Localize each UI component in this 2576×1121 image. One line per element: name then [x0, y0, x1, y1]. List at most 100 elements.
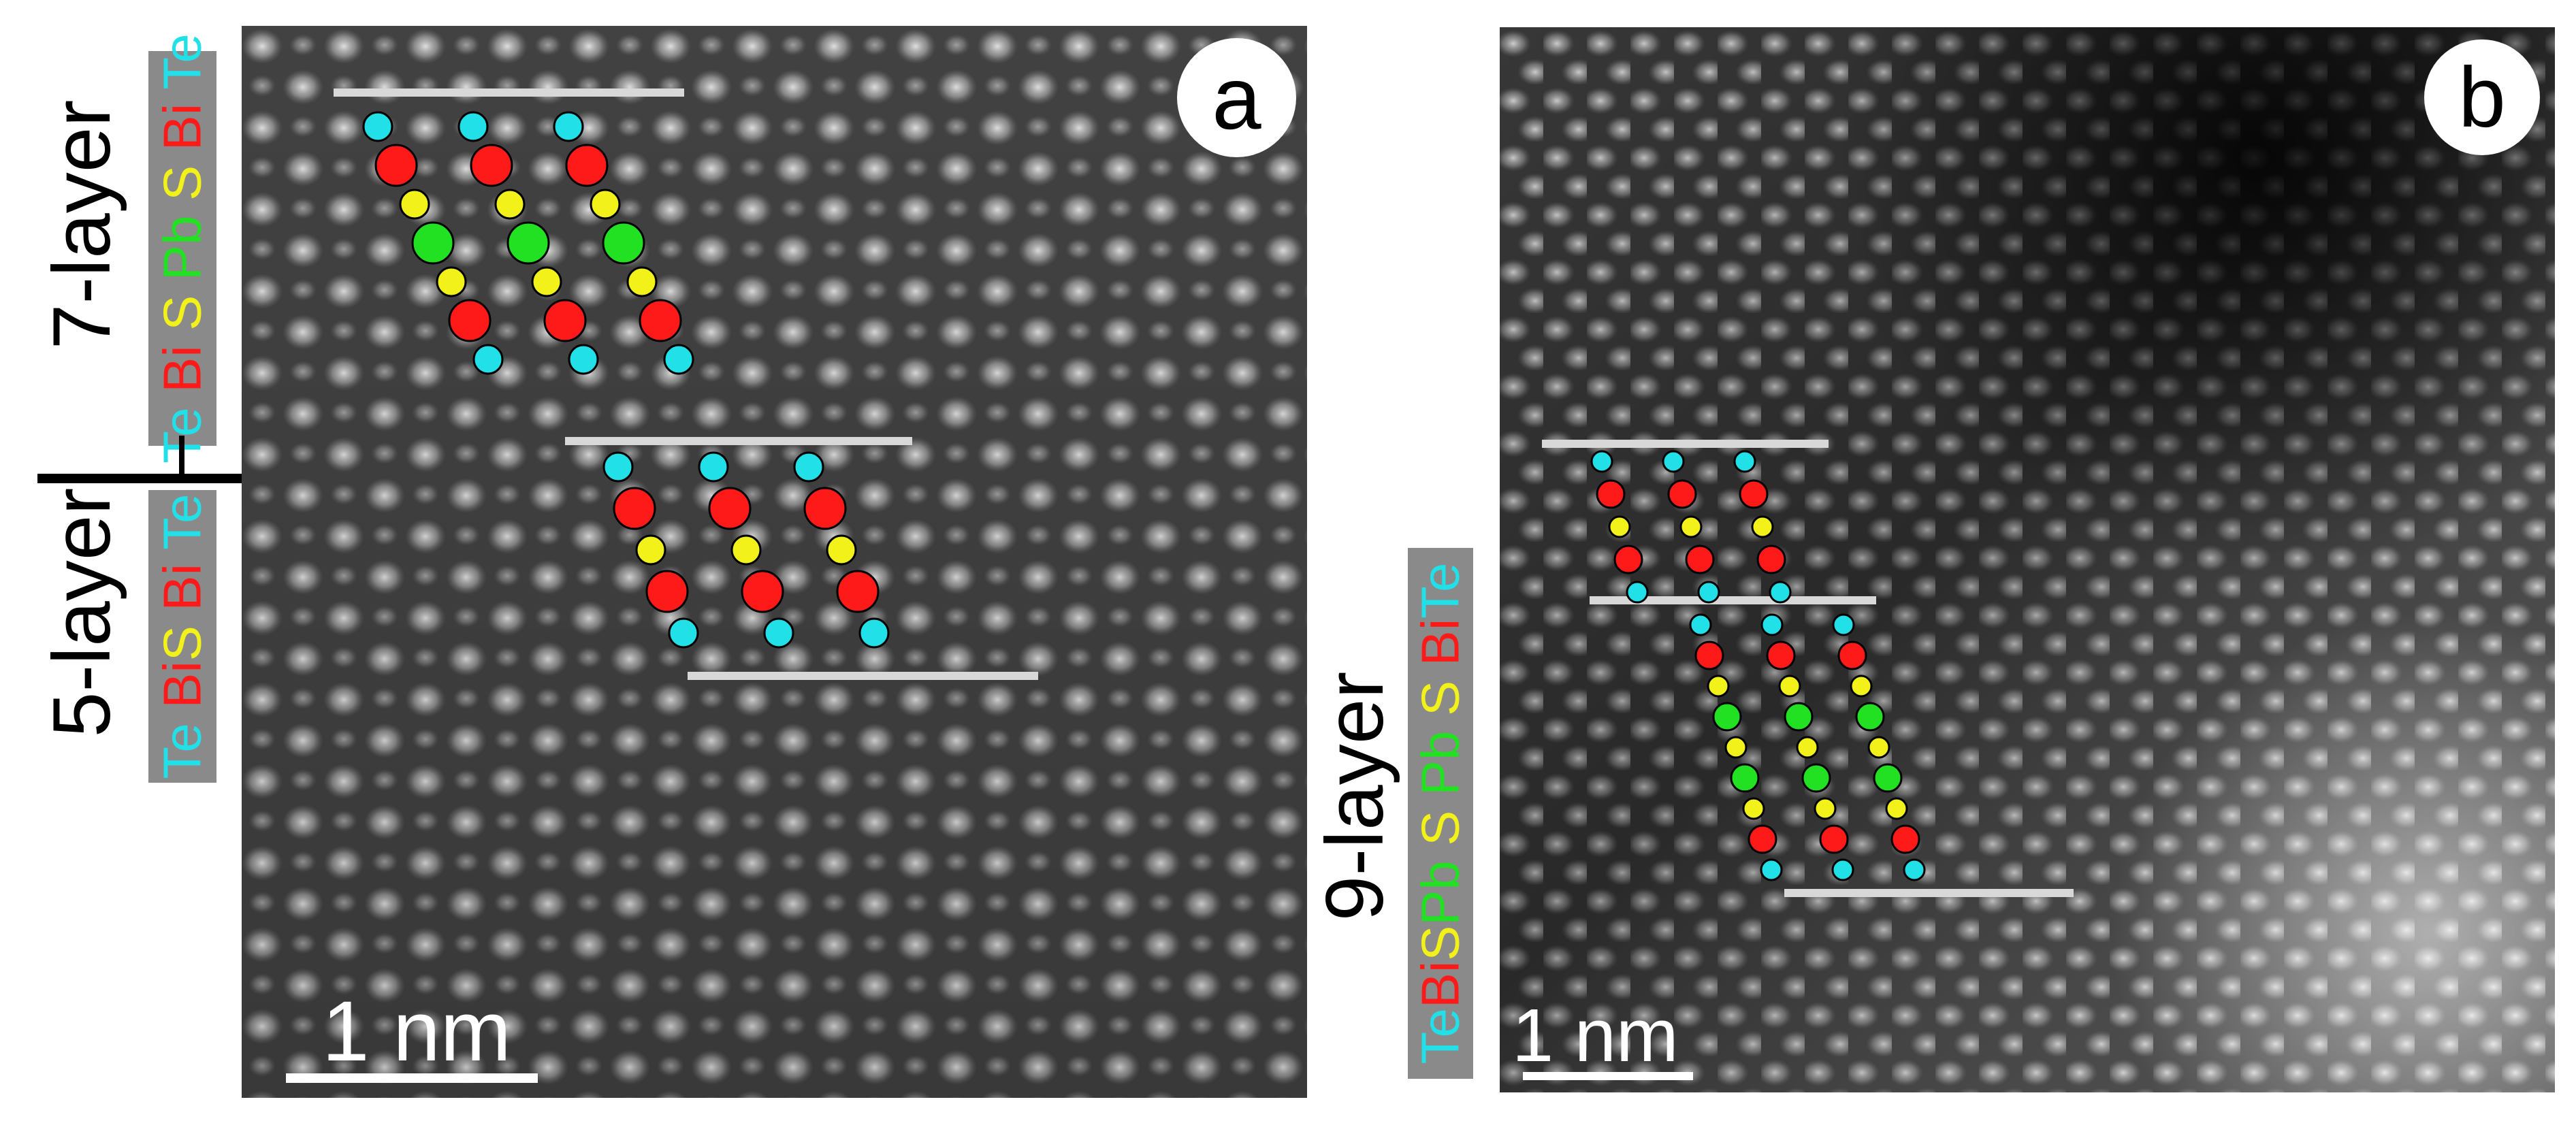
- nine-layer-composition-text: TeBiSPb S Pb S BiTe: [1410, 562, 1472, 1064]
- atom-marker: [1739, 479, 1769, 509]
- element-symbol: S: [1410, 810, 1470, 846]
- atom-marker: [836, 570, 880, 613]
- element-symbol: S: [1410, 680, 1470, 716]
- atom-marker: [602, 221, 645, 265]
- atom-marker: [1885, 797, 1908, 820]
- atom-marker: [708, 487, 752, 530]
- atom-marker: [553, 111, 584, 142]
- seven-layer-composition-text: Te Bi S Pb S Bi Te: [152, 33, 214, 464]
- atom-marker: [858, 617, 890, 649]
- atom-overlay-a: [334, 88, 1038, 680]
- atom-marker: [362, 111, 393, 142]
- atom-marker: [1608, 515, 1631, 538]
- atom-marker: [635, 534, 666, 566]
- element-symbol: Te: [1410, 562, 1470, 619]
- seven-layer-label: 7-layer: [36, 99, 127, 350]
- atom-marker: [1742, 797, 1765, 820]
- panel-a-letter-badge: a: [1177, 38, 1296, 157]
- atom-marker: [793, 451, 824, 483]
- atom-marker: [1837, 640, 1867, 670]
- atom-marker: [1730, 763, 1760, 793]
- atom-marker: [1694, 640, 1724, 670]
- panel-a-letter: a: [1212, 48, 1261, 148]
- atom-overlay-b: [1542, 440, 2074, 897]
- element-symbol: Te: [152, 723, 212, 779]
- element-symbol: Bi: [152, 564, 212, 611]
- atom-marker: [448, 299, 492, 342]
- atom-marker: [506, 221, 550, 265]
- atom-marker: [1769, 581, 1792, 604]
- atom-marker: [1796, 736, 1819, 759]
- atom-marker: [1613, 545, 1643, 574]
- seven-layer-composition-strip: Te Bi S Pb S Bi Te: [148, 33, 216, 464]
- panel-a-scale-bar-label: 1 nm: [322, 984, 511, 1079]
- panel-b-letter: b: [2458, 50, 2506, 145]
- atom-marker: [741, 570, 784, 613]
- atom-marker: [730, 534, 762, 566]
- atom-marker: [1596, 479, 1626, 509]
- atom-marker: [1712, 702, 1742, 732]
- atom-marker: [1890, 824, 1920, 854]
- atom-marker: [411, 221, 455, 265]
- element-symbol: S: [152, 165, 212, 201]
- atom-marker: [436, 266, 467, 297]
- five-layer-composition-strip: Te BiS Bi Te: [148, 490, 216, 783]
- nine-layer-label: 9-layer: [1309, 671, 1400, 922]
- atom-marker: [626, 266, 658, 297]
- atom-marker: [590, 189, 621, 220]
- atom-marker: [1850, 675, 1873, 698]
- block-divider-line: [37, 474, 242, 483]
- atom-marker: [399, 189, 430, 220]
- atom-marker: [1766, 640, 1796, 670]
- panel-b-scale-bar-label: 1 nm: [1512, 994, 1679, 1077]
- five-layer-label: 5-layer: [36, 487, 127, 738]
- element-symbol: Bi: [1410, 960, 1470, 1009]
- element-symbol: Te: [152, 493, 212, 550]
- atom-marker: [1903, 858, 1926, 881]
- atom-marker: [1748, 824, 1777, 854]
- atom-marker: [1724, 736, 1748, 759]
- element-symbol: Pb: [1410, 730, 1470, 796]
- atom-marker: [374, 144, 418, 187]
- element-symbol: Te: [1410, 1008, 1470, 1065]
- element-symbol: Pb: [1410, 860, 1470, 926]
- atom-marker: [668, 617, 699, 649]
- atom-marker: [1814, 797, 1837, 820]
- atom-marker: [1707, 675, 1730, 698]
- atom-marker: [1662, 450, 1685, 473]
- atom-marker: [470, 144, 513, 187]
- atom-marker: [1756, 545, 1786, 574]
- atom-marker: [803, 487, 847, 530]
- panel-a-scale-bar: [286, 1073, 538, 1083]
- atom-marker: [826, 534, 857, 566]
- atom-marker: [698, 451, 729, 483]
- atom-marker: [1751, 515, 1774, 538]
- atom-marker: [1667, 479, 1697, 509]
- atom-marker: [1689, 613, 1712, 636]
- element-symbol: Bi: [152, 103, 212, 151]
- nine-layer-composition-strip: TeBiSPb S Pb S BiTe: [1408, 548, 1473, 1079]
- atom-marker: [1760, 858, 1783, 881]
- element-symbol: Bi: [1410, 618, 1470, 666]
- atom-marker: [1626, 581, 1649, 604]
- panel-b-figure: [1500, 27, 2555, 1092]
- panel-b-scale-bar: [1523, 1072, 1693, 1080]
- atom-marker: [1697, 581, 1720, 604]
- element-symbol: S: [1410, 925, 1470, 961]
- atom-marker: [639, 299, 682, 342]
- atom-marker: [565, 144, 609, 187]
- atom-marker: [1819, 824, 1849, 854]
- atom-marker: [1855, 702, 1885, 732]
- panel-a-figure: [242, 26, 1307, 1098]
- panel-b-stem-image: b 1 nm: [1500, 27, 2555, 1092]
- atom-marker: [1867, 736, 1890, 759]
- atom-marker: [763, 617, 794, 649]
- atom-marker: [1784, 702, 1814, 732]
- atom-marker: [1590, 450, 1613, 473]
- element-symbol: S: [152, 295, 212, 331]
- atom-marker: [1873, 763, 1903, 793]
- atom-marker: [1832, 613, 1855, 636]
- five-layer-composition-text: Te BiS Bi Te: [152, 493, 214, 779]
- block-divider-tick: [179, 436, 184, 476]
- element-symbol: S: [152, 626, 212, 662]
